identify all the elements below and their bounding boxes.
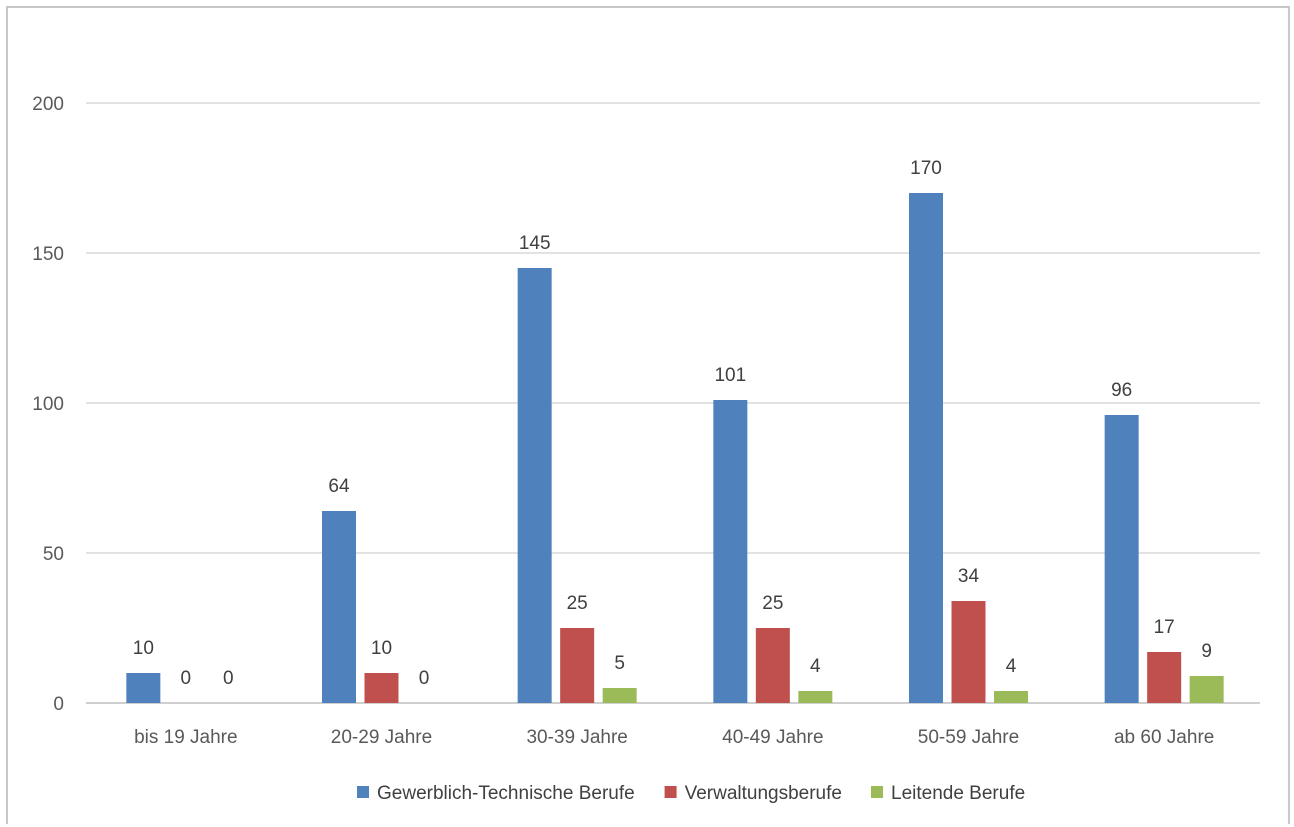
bar bbox=[994, 691, 1028, 703]
legend: Gewerblich-Technische Berufe Verwaltungsb… bbox=[357, 783, 1025, 804]
data-label: 170 bbox=[910, 158, 942, 179]
data-label: 25 bbox=[762, 593, 783, 614]
x-tick-label: 50-59 Jahre bbox=[918, 727, 1019, 748]
data-label: 25 bbox=[567, 593, 588, 614]
data-label: 101 bbox=[714, 365, 746, 386]
data-label: 5 bbox=[614, 653, 625, 674]
y-tick-label: 50 bbox=[43, 544, 64, 565]
y-axis-ticks: 0 50 100 150 200 bbox=[32, 94, 64, 715]
bar bbox=[322, 511, 356, 703]
bar bbox=[909, 193, 943, 703]
bar bbox=[1147, 652, 1182, 703]
data-label: 10 bbox=[371, 638, 392, 659]
data-label: 0 bbox=[419, 668, 430, 689]
bar bbox=[798, 691, 833, 703]
data-label: 0 bbox=[223, 668, 234, 689]
x-tick-label: ab 60 Jahre bbox=[1114, 727, 1214, 748]
bar bbox=[517, 268, 552, 703]
bar bbox=[755, 628, 790, 703]
bar bbox=[602, 688, 637, 703]
x-tick-label: 40-49 Jahre bbox=[722, 727, 823, 748]
data-label: 4 bbox=[810, 656, 821, 677]
data-label: 10 bbox=[133, 638, 154, 659]
legend-swatch bbox=[871, 786, 883, 798]
bar bbox=[713, 400, 748, 703]
data-label: 17 bbox=[1154, 617, 1175, 638]
legend-swatch bbox=[357, 786, 369, 798]
bar bbox=[364, 673, 399, 703]
data-label: 9 bbox=[1201, 641, 1212, 662]
gridlines bbox=[86, 102, 1260, 704]
y-tick-label: 150 bbox=[32, 244, 64, 265]
x-tick-label: bis 19 Jahre bbox=[134, 727, 238, 748]
x-tick-label: 30-39 Jahre bbox=[526, 727, 627, 748]
bars bbox=[126, 193, 1224, 703]
bar bbox=[560, 628, 595, 703]
y-tick-label: 0 bbox=[53, 694, 64, 715]
y-tick-label: 200 bbox=[32, 94, 64, 115]
data-label: 64 bbox=[328, 476, 350, 497]
bar bbox=[1189, 676, 1224, 703]
legend-label: Verwaltungsberufe bbox=[685, 783, 842, 804]
x-tick-label: 20-29 Jahre bbox=[331, 727, 432, 748]
data-label: 145 bbox=[519, 233, 551, 254]
legend-label: Gewerblich-Technische Berufe bbox=[377, 783, 635, 804]
chart-frame bbox=[6, 6, 1290, 824]
legend-swatch bbox=[664, 786, 677, 798]
bar bbox=[951, 601, 986, 703]
data-label: 34 bbox=[958, 566, 980, 587]
y-tick-label: 100 bbox=[32, 394, 64, 415]
bar bbox=[126, 673, 161, 703]
x-axis-ticks: bis 19 Jahre 20-29 Jahre 30-39 Jahre 40-49 … bbox=[134, 727, 1214, 748]
data-label: 0 bbox=[181, 668, 192, 689]
bar bbox=[1104, 415, 1139, 703]
data-label: 4 bbox=[1006, 656, 1017, 677]
data-label: 96 bbox=[1111, 380, 1132, 401]
data-labels: 10 0 0 64 10 0 145 25 5 101 25 4 170 34 4 96 17 9 bbox=[133, 158, 1212, 689]
legend-label: Leitende Berufe bbox=[891, 783, 1025, 804]
